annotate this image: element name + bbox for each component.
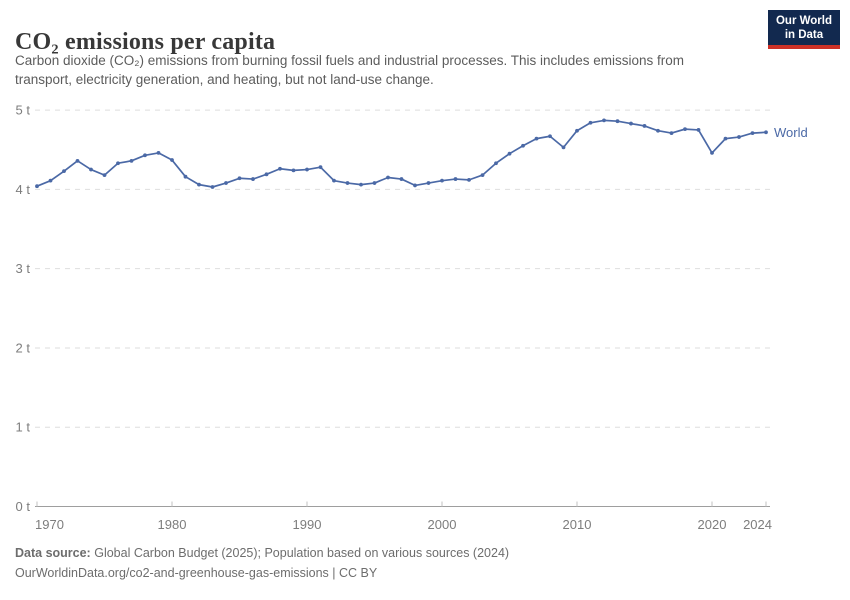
y-axis-tick-label: 0 t bbox=[16, 499, 31, 514]
series-data-point bbox=[264, 172, 269, 177]
chart-subtitle-line-1: Carbon dioxide (CO₂) emissions from burn… bbox=[15, 53, 685, 68]
series-data-point bbox=[318, 165, 323, 170]
series-data-point bbox=[426, 181, 431, 185]
chart-subtitle-line-2: transport, electricity generation, and h… bbox=[15, 71, 434, 87]
owid-logo-line-1: Our World bbox=[775, 15, 832, 27]
series-data-point bbox=[102, 173, 107, 178]
series-data-point bbox=[116, 161, 120, 166]
x-axis-tick-label: 2000 bbox=[428, 517, 457, 532]
series-data-point bbox=[413, 183, 417, 188]
series-data-point bbox=[629, 121, 633, 126]
y-axis-tick-label: 3 t bbox=[16, 261, 31, 276]
series-data-point bbox=[575, 128, 579, 133]
license-line[interactable]: OurWorldinData.org/co2-and-greenhouse-ga… bbox=[15, 565, 378, 580]
series-data-point bbox=[251, 177, 255, 181]
owid-logo[interactable]: Our World in Data bbox=[767, 10, 840, 49]
series-data-point bbox=[440, 178, 444, 183]
series-data-point bbox=[521, 143, 525, 148]
series-data-point bbox=[696, 128, 701, 132]
series-data-point bbox=[156, 151, 161, 155]
chart-subtitle: Carbon dioxide (CO₂) emissions from burn… bbox=[15, 52, 775, 89]
series-data-point bbox=[89, 167, 93, 172]
series-data-point bbox=[453, 177, 458, 181]
series-data-point bbox=[534, 136, 539, 141]
series-data-point bbox=[197, 182, 201, 187]
series-data-point bbox=[710, 151, 714, 155]
series-data-point bbox=[183, 174, 188, 179]
series-data-point bbox=[35, 184, 39, 189]
series-data-point bbox=[467, 177, 471, 182]
owid-logo-line-2: in Data bbox=[784, 29, 824, 41]
series-data-point bbox=[291, 168, 296, 173]
series-data-point bbox=[669, 131, 674, 135]
series-data-point bbox=[494, 161, 498, 166]
chart-footer: Data source: Global Carbon Budget (2025)… bbox=[15, 544, 835, 583]
series-data-point bbox=[143, 153, 147, 158]
series-data-point bbox=[170, 158, 174, 162]
x-axis-tick-label: 2020 bbox=[698, 517, 727, 532]
series-data-point bbox=[548, 134, 552, 139]
series-data-point bbox=[737, 135, 741, 139]
y-axis-tick-label: 5 t bbox=[16, 103, 31, 118]
series-label[interactable]: World bbox=[774, 125, 808, 140]
data-source-label: Data source: bbox=[15, 546, 91, 560]
series-data-point bbox=[332, 178, 336, 183]
y-axis-tick-label: 4 t bbox=[16, 182, 31, 197]
y-axis-tick-label: 1 t bbox=[16, 420, 31, 435]
data-source-line: Data source: Global Carbon Budget (2025)… bbox=[15, 544, 835, 564]
series-data-point bbox=[602, 118, 606, 123]
series-data-point bbox=[359, 182, 363, 187]
series-data-point bbox=[723, 136, 728, 141]
series-data-point bbox=[683, 127, 687, 132]
series-data-point bbox=[129, 158, 134, 163]
x-axis-tick-label: 2024 bbox=[743, 517, 772, 532]
series-data-point bbox=[642, 124, 647, 128]
x-axis-tick-label: 2010 bbox=[563, 517, 592, 532]
series-data-point bbox=[386, 175, 390, 180]
x-axis-tick-label: 1980 bbox=[158, 517, 187, 532]
series-data-point bbox=[480, 173, 485, 178]
x-axis-tick-label: 1970 bbox=[35, 517, 64, 532]
series-data-point bbox=[399, 177, 404, 181]
series-data-point bbox=[305, 167, 309, 172]
series-data-point bbox=[278, 166, 282, 171]
series-data-point bbox=[237, 176, 242, 181]
x-axis-tick-label: 1990 bbox=[293, 517, 322, 532]
y-axis-tick-label: 2 t bbox=[16, 340, 31, 355]
series-data-point bbox=[588, 120, 593, 125]
chart-title: CO₂ emissions per capita bbox=[15, 29, 276, 56]
series-data-point bbox=[561, 145, 566, 150]
series-data-point bbox=[372, 181, 377, 185]
series-data-point bbox=[75, 158, 80, 163]
series-data-point bbox=[507, 151, 512, 156]
series-data-point bbox=[48, 178, 53, 183]
series-data-point bbox=[750, 131, 755, 135]
series-data-point bbox=[615, 119, 620, 124]
series-data-point bbox=[656, 128, 660, 133]
data-source-text: Global Carbon Budget (2025); Population … bbox=[94, 546, 510, 560]
series-data-point bbox=[345, 181, 350, 185]
series-data-point bbox=[210, 185, 215, 189]
series-data-point bbox=[224, 181, 228, 185]
series-data-point bbox=[62, 169, 66, 174]
series-data-point bbox=[764, 130, 768, 135]
